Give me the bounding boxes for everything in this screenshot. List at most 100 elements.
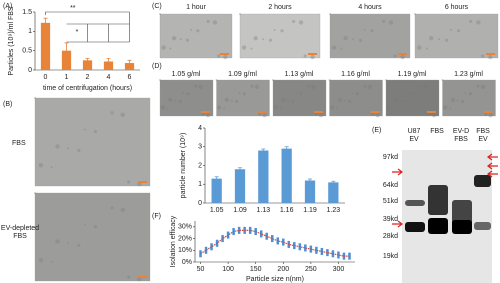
texture <box>239 13 241 15</box>
scale-bar <box>427 111 436 113</box>
texture <box>371 112 375 116</box>
texture <box>38 163 44 168</box>
texture <box>83 128 86 131</box>
texture <box>223 107 226 110</box>
marker-label: 97kd <box>383 154 398 161</box>
texture <box>425 47 428 50</box>
texture <box>190 28 193 31</box>
error-bar <box>85 58 90 63</box>
texture <box>476 20 481 25</box>
y-tick-label: 10% <box>178 247 192 254</box>
texture <box>281 97 286 103</box>
texture <box>178 99 182 104</box>
texture <box>394 97 399 103</box>
y-tick-label: 0.5 <box>22 48 32 55</box>
texture <box>330 105 335 110</box>
texture <box>159 79 161 81</box>
texture <box>484 112 488 116</box>
image-label: FBS <box>12 140 26 147</box>
texture <box>488 112 493 118</box>
bar <box>258 150 269 203</box>
texture <box>336 107 339 110</box>
y-tick-label: 0% <box>182 259 192 266</box>
texture <box>196 29 200 33</box>
y-tick-label: 20% <box>178 235 192 242</box>
texture <box>318 112 324 118</box>
micrograph <box>34 192 151 282</box>
x-tick-label: 200 <box>277 266 289 273</box>
error-bar <box>331 180 336 184</box>
texture <box>280 29 284 33</box>
micrograph <box>272 79 327 117</box>
texture <box>468 92 472 96</box>
bar <box>304 180 316 203</box>
micrograph <box>34 97 151 187</box>
x-tick-label: 1.23 <box>327 207 341 214</box>
texture <box>404 99 408 104</box>
x-tick-label: 1.05 <box>210 207 224 214</box>
bar <box>103 61 114 70</box>
x-tick-label: 300 <box>333 266 345 273</box>
texture <box>375 112 380 118</box>
image-label: 6 hours <box>445 4 469 11</box>
error-bar <box>43 17 48 28</box>
texture <box>50 166 53 169</box>
texture <box>429 36 434 41</box>
texture <box>193 84 198 88</box>
micrograph <box>159 13 233 59</box>
y-tick-label: 1.5 <box>22 9 32 16</box>
texture <box>273 28 276 31</box>
texture <box>287 99 290 102</box>
texture <box>352 38 355 41</box>
texture <box>358 38 363 42</box>
marker-label: 39kd <box>383 216 398 223</box>
texture <box>306 84 311 88</box>
micrograph <box>329 13 411 59</box>
x-tick-label: 2 <box>86 74 90 81</box>
panel-label: (B) <box>3 101 12 108</box>
bar <box>211 178 222 203</box>
texture <box>407 91 410 94</box>
x-tick-label: 150 <box>250 266 262 273</box>
bar <box>234 169 246 203</box>
band <box>474 222 491 230</box>
bar <box>61 50 72 70</box>
arrow <box>487 153 498 161</box>
texture <box>93 130 98 134</box>
texture <box>242 92 246 96</box>
x-tick-label: 100 <box>222 266 234 273</box>
texture <box>171 36 177 41</box>
texture <box>34 192 36 194</box>
lane-label: EV-D FBS <box>452 128 470 143</box>
y-tick-label: 30% <box>178 224 192 231</box>
texture <box>424 84 429 90</box>
y-axis-title: particle number (10⁹) <box>180 133 187 199</box>
texture <box>303 54 307 58</box>
texture <box>159 13 161 15</box>
texture <box>185 38 190 42</box>
lane-label: U87 EV <box>407 128 421 143</box>
texture <box>127 180 131 184</box>
marker-label: 64kd <box>383 182 398 189</box>
panel-label: (A) <box>3 3 12 10</box>
texture <box>419 84 424 88</box>
x-tick-label: 1.13 <box>257 207 271 214</box>
texture <box>292 19 296 24</box>
texture <box>181 91 184 94</box>
image-label: EV-depleted FBS <box>0 225 40 240</box>
micrograph <box>239 13 321 59</box>
bar <box>82 60 93 70</box>
scale-bar <box>314 111 323 113</box>
error-bar <box>308 178 312 183</box>
marker-label: 28kd <box>383 233 398 240</box>
texture <box>464 91 467 94</box>
x-tick-label: 0 <box>44 74 48 81</box>
texture <box>382 19 386 24</box>
texture <box>262 38 265 41</box>
image-label: 1.13 g/ml <box>285 71 314 78</box>
y-tick-label: 3 <box>198 144 202 151</box>
texture <box>328 79 331 81</box>
marker-label: 51kd <box>383 198 398 205</box>
scale-bar <box>370 111 380 113</box>
texture <box>212 20 218 25</box>
